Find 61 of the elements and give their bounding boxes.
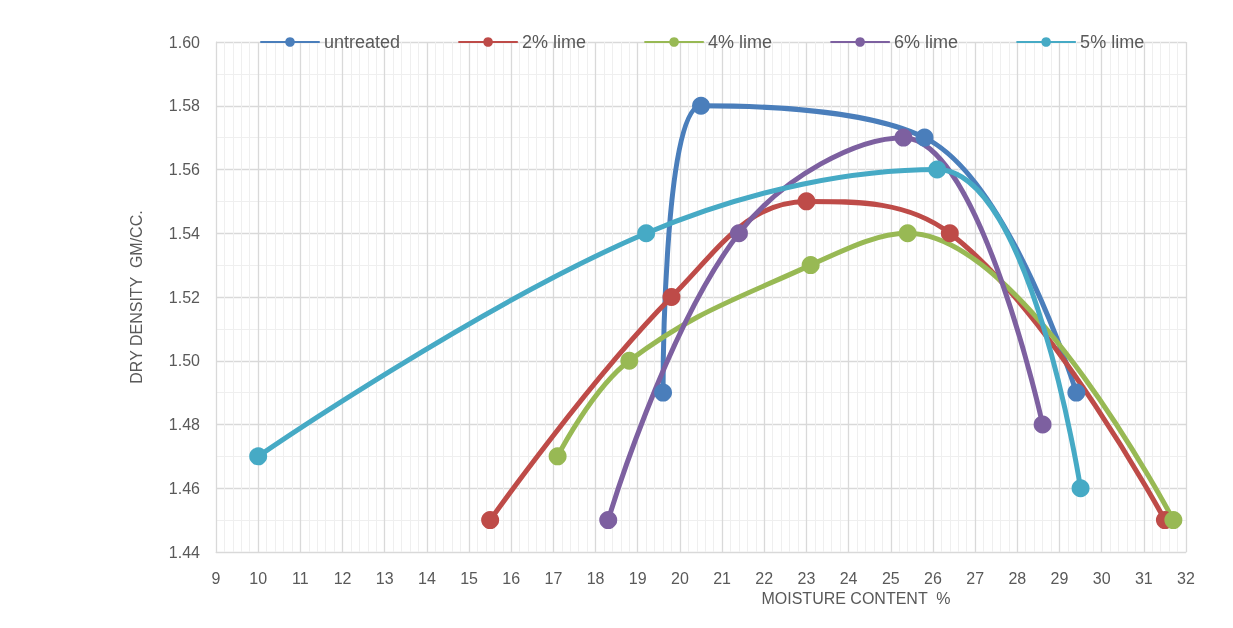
point (637, 224, 656, 243)
y-axis-title: DRY DENSITY GM/CC. (127, 210, 145, 384)
point (599, 511, 618, 530)
x-tick-label: 31 (1134, 569, 1153, 587)
x-tick-label: 14 (417, 569, 436, 587)
x-tick-label: 16 (502, 569, 521, 587)
point (1067, 383, 1086, 402)
legend-label: untreated (324, 32, 401, 52)
point (729, 224, 748, 243)
x-tick-label: 28 (1008, 569, 1027, 587)
x-tick-label: 24 (839, 569, 858, 587)
point (1164, 511, 1183, 530)
point (249, 447, 268, 466)
x-tick-label: 9 (211, 569, 221, 587)
point (797, 192, 816, 211)
legend-label: 6% lime (894, 32, 959, 52)
x-axis-title: MOISTURE CONTENT % (761, 590, 951, 608)
point (1033, 415, 1052, 434)
y-tick-label: 1.44 (168, 543, 201, 561)
x-tick-label: 19 (628, 569, 647, 587)
legend-label: 5% lime (1080, 32, 1145, 52)
x-tick-label: 26 (924, 569, 942, 587)
point (1071, 479, 1090, 498)
x-tick-label: 32 (1177, 569, 1195, 587)
x-tick-label: 15 (460, 569, 479, 587)
x-tick-label: 25 (881, 569, 900, 587)
legend-label: 4% lime (708, 32, 773, 52)
x-tick-label: 21 (713, 569, 732, 587)
point (620, 351, 639, 370)
y-tick-label: 1.46 (168, 479, 201, 497)
point (898, 224, 917, 243)
point (801, 256, 820, 275)
point (928, 160, 947, 179)
y-tick-label: 1.48 (168, 416, 201, 433)
point (940, 224, 959, 243)
x-tick-label: 17 (544, 569, 563, 587)
point (915, 128, 934, 147)
x-tick-label: 12 (333, 569, 352, 587)
x-tick-label: 10 (249, 569, 268, 587)
point (654, 383, 673, 402)
point (692, 96, 710, 115)
y-tick-label: 1.52 (168, 288, 201, 306)
point (481, 511, 500, 530)
x-tick-label: 29 (1050, 569, 1069, 587)
x-tick-label: 18 (586, 569, 605, 587)
point (548, 447, 567, 466)
y-tick-label: 1.50 (168, 352, 201, 370)
y-tick-label: 1.56 (168, 161, 201, 178)
x-tick-label: 13 (375, 569, 394, 587)
y-tick-label: 1.54 (168, 224, 201, 242)
x-tick-label: 27 (966, 569, 985, 587)
x-tick-label: 20 (671, 569, 689, 587)
x-tick-label: 22 (755, 569, 774, 587)
legend-label: 2% lime (522, 32, 587, 52)
y-tick-label: 1.58 (168, 97, 201, 115)
y-tick-label: 1.60 (168, 33, 201, 51)
x-tick-label: 23 (797, 569, 816, 587)
x-tick-label: 30 (1092, 569, 1111, 587)
point (662, 288, 681, 306)
x-tick-label: 11 (292, 569, 309, 587)
point (894, 128, 913, 147)
